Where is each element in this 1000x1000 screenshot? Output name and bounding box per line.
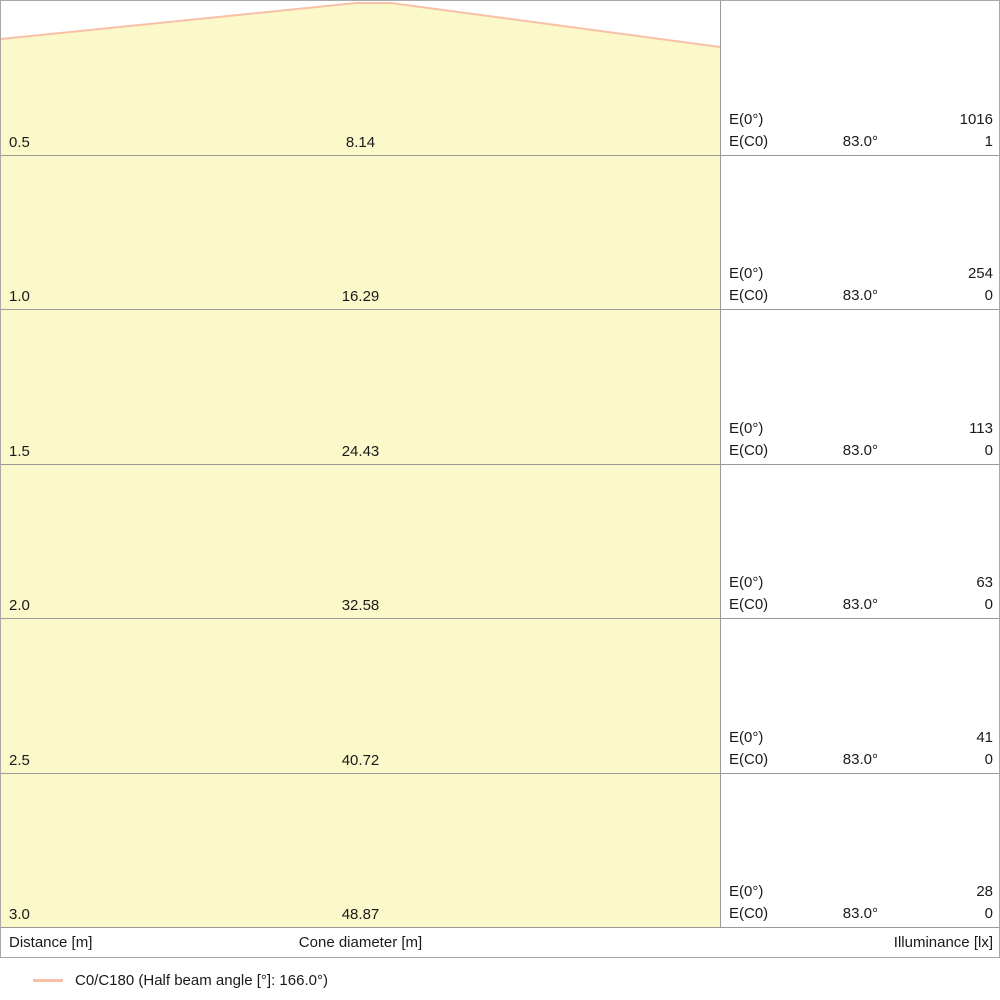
- e0-label: E(0°): [729, 110, 764, 128]
- illuminance-cell: E(0°) 254 E(C0) 83.0° 0: [729, 263, 993, 307]
- ec0-label: E(C0): [729, 905, 769, 922]
- ec0-label: E(C0): [729, 132, 769, 150]
- ec0-line: E(C0) 83.0° 1: [729, 131, 993, 153]
- e0-value: 1016: [959, 110, 993, 128]
- ec0-value: 0: [984, 905, 993, 922]
- illuminance-cell: E(0°) 63 E(C0) 83.0° 0: [729, 572, 993, 616]
- panel-divider: [720, 1, 721, 957]
- table-row: 1.5 24.43 E(0°) 113 E(C0) 83.0° 0: [1, 310, 999, 465]
- cone-diameter-value: 8.14: [345, 133, 376, 151]
- e0-label: E(0°): [729, 574, 764, 591]
- cone-diameter-column-header: Cone diameter [m]: [298, 934, 423, 951]
- illuminance-column-header: Illuminance [lx]: [893, 934, 993, 951]
- ec0-line: E(C0) 83.0° 0: [729, 594, 993, 616]
- table-row: 2.5 40.72 E(0°) 41 E(C0) 83.0° 0: [1, 619, 999, 774]
- distance-value: 3.0: [9, 906, 30, 923]
- cone-diameter-value: 48.87: [341, 906, 380, 923]
- e0-line: E(0°) 113: [729, 418, 993, 440]
- ec0-angle: 83.0°: [842, 596, 878, 613]
- cone-diameter-value: 16.29: [341, 288, 380, 305]
- table-row: 2.0 32.58 E(0°) 63 E(C0) 83.0° 0: [1, 465, 999, 619]
- e0-angle: [819, 881, 878, 903]
- legend-label: C0/C180 (Half beam angle [°]: 166.0°): [75, 972, 328, 989]
- e0-value: 63: [976, 574, 993, 591]
- cone-diameter-value: 24.43: [341, 442, 380, 460]
- e0-line: E(0°) 28: [729, 881, 993, 903]
- cone-diameter-value: 40.72: [341, 751, 380, 769]
- e0-line: E(0°) 254: [729, 263, 993, 285]
- ec0-value: 0: [984, 596, 993, 613]
- column-header-row: Distance [m] Cone diameter [m] Illuminan…: [1, 928, 999, 957]
- e0-value: 254: [967, 265, 993, 282]
- ec0-line: E(C0) 83.0° 0: [729, 749, 993, 771]
- ec0-angle: 83.0°: [842, 905, 878, 922]
- light-cone-fill: [1, 3, 720, 928]
- illuminance-cell: E(0°) 41 E(C0) 83.0° 0: [729, 727, 993, 771]
- ec0-line: E(C0) 83.0° 0: [729, 440, 993, 462]
- illuminance-cell: E(0°) 113 E(C0) 83.0° 0: [729, 418, 993, 462]
- e0-value: 41: [976, 728, 993, 746]
- cone-table: 0.5 8.14 E(0°) 1016 E(C0) 83.0° 1 1.0 16…: [1, 1, 999, 928]
- cone-diagram: 0.5 8.14 E(0°) 1016 E(C0) 83.0° 1 1.0 16…: [0, 0, 1000, 958]
- ec0-label: E(C0): [729, 596, 769, 613]
- ec0-angle: 83.0°: [842, 441, 878, 459]
- distance-value: 1.0: [9, 288, 30, 305]
- e0-value: 28: [976, 883, 993, 900]
- e0-value: 113: [969, 419, 993, 437]
- distance-value: 2.0: [9, 597, 30, 614]
- c0-c180-line-swatch: [33, 979, 63, 982]
- e0-line: E(0°) 63: [729, 572, 993, 594]
- table-row: 1.0 16.29 E(0°) 254 E(C0) 83.0° 0: [1, 156, 999, 310]
- e0-label: E(0°): [729, 728, 764, 746]
- e0-line: E(0°) 41: [729, 727, 993, 749]
- ec0-angle: 83.0°: [842, 287, 878, 304]
- table-row: 3.0 48.87 E(0°) 28 E(C0) 83.0° 0: [1, 774, 999, 928]
- e0-label: E(0°): [729, 265, 764, 282]
- e0-angle: [819, 418, 878, 440]
- e0-angle: [819, 263, 878, 285]
- distance-value: 2.5: [9, 751, 30, 769]
- ec0-label: E(C0): [729, 441, 769, 459]
- ec0-value: 1: [984, 132, 993, 150]
- e0-angle: [819, 572, 878, 594]
- ec0-angle: 83.0°: [842, 750, 878, 768]
- distance-value: 1.5: [9, 442, 30, 460]
- ec0-angle: 83.0°: [842, 132, 878, 150]
- ec0-label: E(C0): [729, 750, 769, 768]
- legend: C0/C180 (Half beam angle [°]: 166.0°): [33, 972, 328, 989]
- ec0-value: 0: [984, 441, 993, 459]
- ec0-line: E(C0) 83.0° 0: [729, 903, 993, 925]
- e0-line: E(0°) 1016: [729, 109, 993, 131]
- e0-angle: [819, 109, 878, 131]
- cone-diameter-value: 32.58: [341, 597, 380, 614]
- ec0-value: 0: [984, 287, 993, 304]
- e0-label: E(0°): [729, 419, 764, 437]
- distance-column-header: Distance [m]: [9, 934, 93, 951]
- illuminance-cell: E(0°) 1016 E(C0) 83.0° 1: [729, 109, 993, 153]
- ec0-line: E(C0) 83.0° 0: [729, 285, 993, 307]
- ec0-value: 0: [984, 750, 993, 768]
- table-row: 0.5 8.14 E(0°) 1016 E(C0) 83.0° 1: [1, 1, 999, 156]
- ec0-label: E(C0): [729, 287, 769, 304]
- e0-angle: [819, 727, 878, 749]
- light-cone-chart: [1, 1, 721, 928]
- distance-value: 0.5: [9, 133, 30, 151]
- cone-beam-line: [1, 1, 721, 48]
- illuminance-cell: E(0°) 28 E(C0) 83.0° 0: [729, 881, 993, 925]
- e0-label: E(0°): [729, 883, 764, 900]
